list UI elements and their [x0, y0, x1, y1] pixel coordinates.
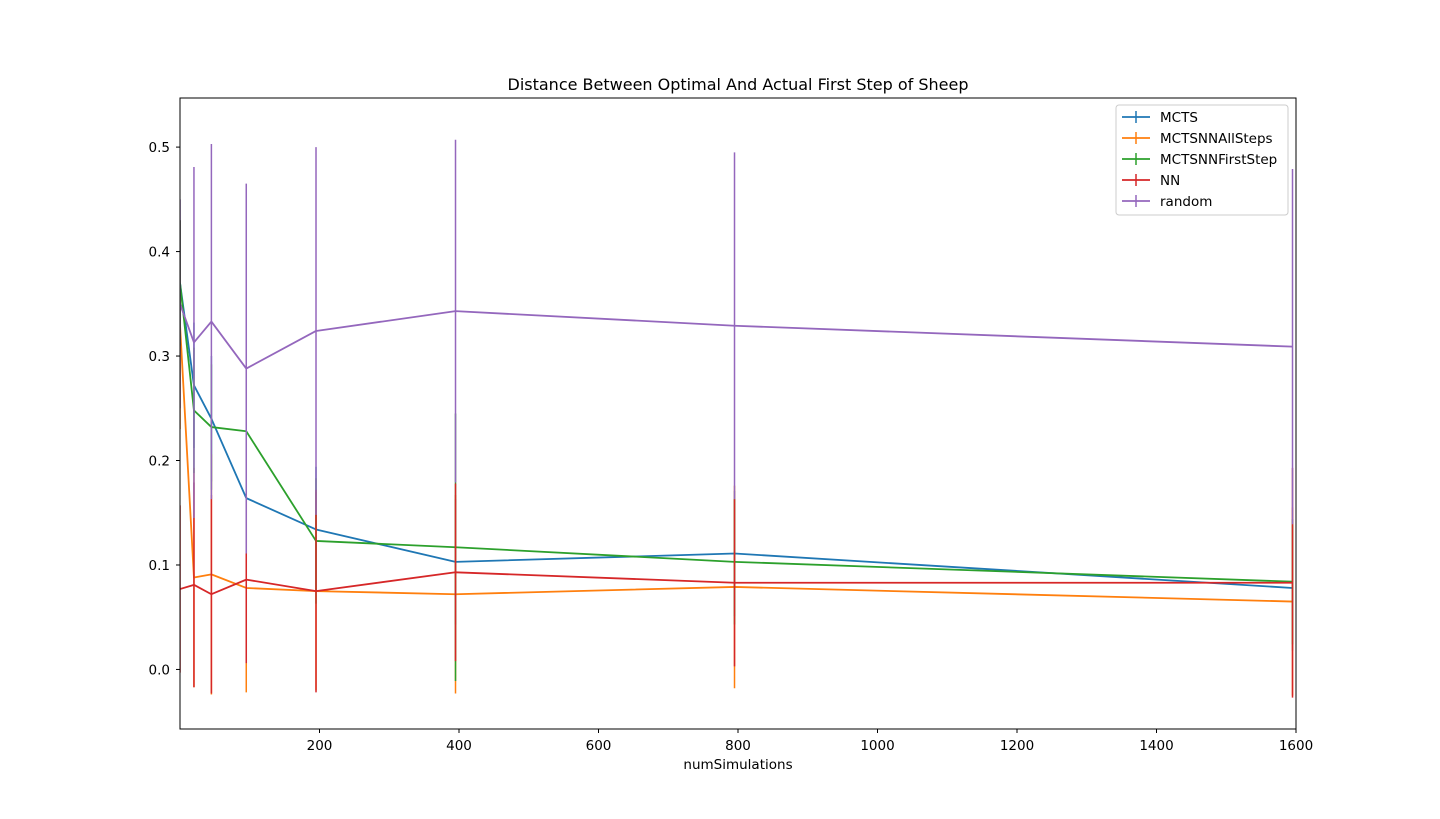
series-line — [180, 282, 1293, 589]
legend-label: MCTSNNFirstStep — [1160, 152, 1277, 168]
legend-label: NN — [1160, 173, 1180, 189]
x-tick-label: 1600 — [1279, 738, 1313, 754]
x-tick-label: 1400 — [1139, 738, 1173, 754]
legend-item-MCTSNNFirstStep: MCTSNNFirstStep — [1122, 152, 1277, 168]
series-line — [180, 324, 1293, 603]
legend-item-MCTSNNAllSteps: MCTSNNAllSteps — [1122, 131, 1273, 147]
y-axis: 0.0 0.1 0.2 0.3 0.4 0.5 — [149, 140, 180, 678]
y-tick-label: 0.0 — [149, 662, 170, 678]
legend-label: MCTS — [1160, 110, 1198, 126]
x-tick-label: 200 — [307, 738, 333, 754]
series-random — [180, 139, 1294, 554]
legend-item-random: random — [1122, 194, 1212, 210]
x-axis: 200 400 600 800 1000 1200 1400 1600 — [307, 729, 1313, 754]
x-tick-label: 1000 — [860, 738, 894, 754]
chart-title: Distance Between Optimal And Actual Firs… — [508, 75, 969, 94]
series-line — [180, 571, 1293, 596]
x-axis-title: numSimulations — [683, 757, 792, 773]
legend-item-MCTS: MCTS — [1122, 110, 1198, 126]
y-tick-label: 0.5 — [149, 140, 170, 156]
legend-box — [1115, 104, 1289, 216]
series-line — [180, 303, 1293, 370]
legend-label: MCTSNNAllSteps — [1160, 131, 1273, 147]
y-tick-label: 0.3 — [149, 349, 170, 365]
legend: MCTS MCTSNNAllSteps MCTSNNFirstStep NN rando… — [1115, 104, 1289, 216]
y-tick-label: 0.4 — [149, 245, 170, 261]
plot-area — [179, 97, 1297, 730]
series-NN — [180, 467, 1294, 698]
legend-item-NN: NN — [1122, 173, 1180, 189]
legend-label: random — [1160, 194, 1212, 210]
y-tick-label: 0.1 — [149, 558, 170, 574]
x-tick-label: 1200 — [1000, 738, 1034, 754]
series-layer — [180, 139, 1294, 698]
x-tick-label: 600 — [586, 738, 612, 754]
y-tick-label: 0.2 — [149, 454, 170, 470]
x-tick-label: 800 — [725, 738, 751, 754]
x-tick-label: 400 — [446, 738, 472, 754]
series-line — [180, 282, 1293, 583]
